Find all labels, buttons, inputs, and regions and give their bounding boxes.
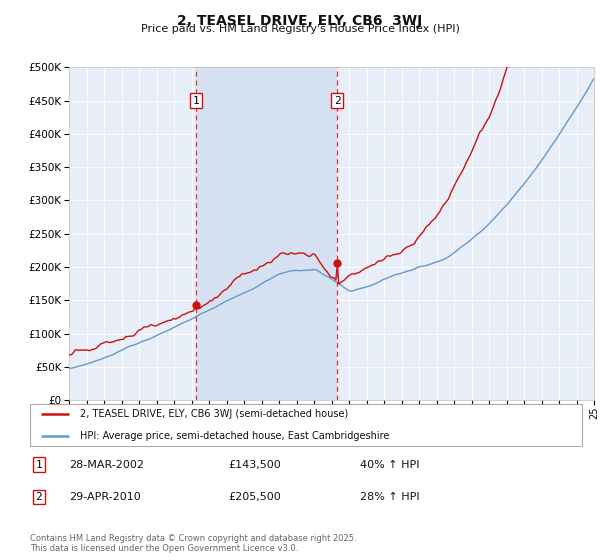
Text: 2: 2 [334, 96, 341, 105]
Text: 28% ↑ HPI: 28% ↑ HPI [360, 492, 419, 502]
Text: 40% ↑ HPI: 40% ↑ HPI [360, 460, 419, 469]
Text: 28-MAR-2002: 28-MAR-2002 [69, 460, 144, 469]
Text: 29-APR-2010: 29-APR-2010 [69, 492, 141, 502]
Text: HPI: Average price, semi-detached house, East Cambridgeshire: HPI: Average price, semi-detached house,… [80, 431, 389, 441]
Text: 2, TEASEL DRIVE, ELY, CB6  3WJ: 2, TEASEL DRIVE, ELY, CB6 3WJ [178, 14, 422, 28]
FancyBboxPatch shape [30, 404, 582, 446]
Text: 1: 1 [193, 96, 199, 105]
Text: Contains HM Land Registry data © Crown copyright and database right 2025.
This d: Contains HM Land Registry data © Crown c… [30, 534, 356, 553]
Text: 2: 2 [35, 492, 43, 502]
Text: Price paid vs. HM Land Registry's House Price Index (HPI): Price paid vs. HM Land Registry's House … [140, 24, 460, 34]
Text: 2, TEASEL DRIVE, ELY, CB6 3WJ (semi-detached house): 2, TEASEL DRIVE, ELY, CB6 3WJ (semi-deta… [80, 409, 348, 419]
Text: 1: 1 [35, 460, 43, 469]
Text: £205,500: £205,500 [228, 492, 281, 502]
Bar [196, 67, 337, 400]
Text: £143,500: £143,500 [228, 460, 281, 469]
